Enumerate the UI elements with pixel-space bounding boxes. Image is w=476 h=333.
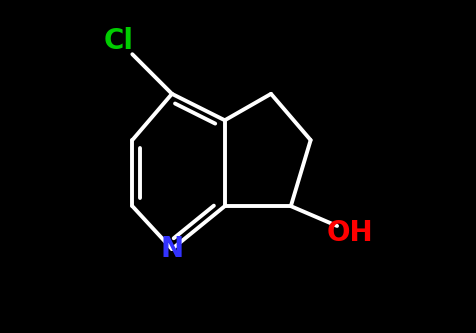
Text: Cl: Cl [104, 27, 134, 55]
Text: OH: OH [327, 218, 374, 246]
Text: N: N [160, 235, 184, 263]
